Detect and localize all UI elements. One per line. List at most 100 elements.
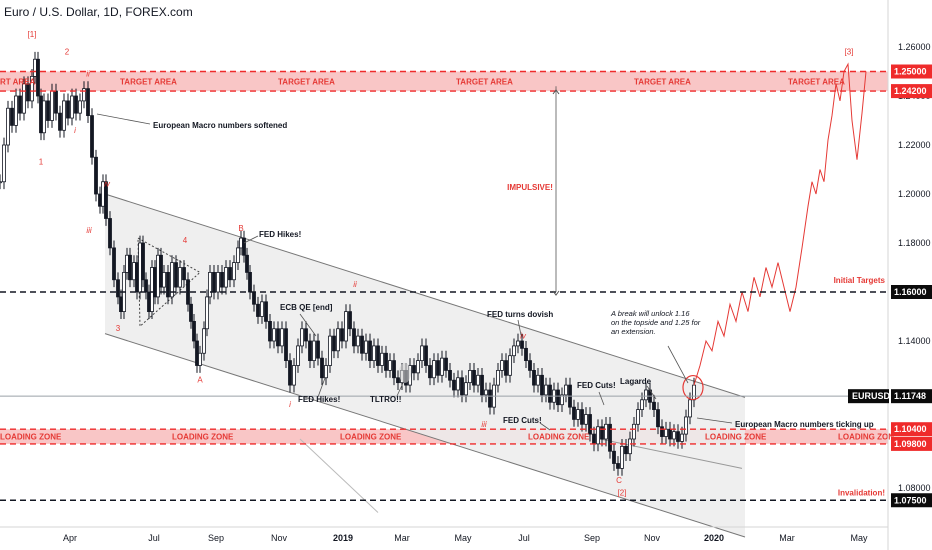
candle-body [616, 463, 620, 469]
candle-body [252, 291, 256, 305]
candle-body [572, 406, 576, 420]
candle-body [182, 267, 186, 281]
candle-body [360, 335, 364, 354]
candle-body [144, 279, 148, 293]
wave-label: 4 [183, 236, 188, 245]
candle-body [380, 352, 384, 366]
candle-body [516, 340, 520, 347]
candle-body [632, 423, 636, 440]
x-tick-label: Sep [584, 533, 600, 543]
candle-body [224, 267, 228, 288]
invalidation-label: Invalidation! [838, 488, 885, 497]
candle-body [54, 90, 58, 114]
candle-body [460, 377, 464, 396]
candle-body [220, 271, 224, 288]
candle-body [316, 340, 320, 359]
wave-label: iv [520, 332, 527, 341]
candle-body [352, 328, 356, 347]
candle-body [284, 328, 288, 362]
x-tick-label: May [850, 533, 868, 543]
wave-label: [1] [28, 30, 37, 39]
candle-body [560, 394, 564, 406]
annotation-arrow [396, 382, 404, 397]
candle-body [556, 389, 560, 406]
impulsive-arrow-head [552, 89, 560, 95]
candle-body [564, 384, 568, 396]
impulsive-arrow-tail [552, 290, 560, 296]
annotation-text: FED Cuts! [577, 381, 616, 390]
candle-body [82, 88, 86, 102]
initial-targets-label: Initial Targets [834, 276, 886, 285]
wave-label: iv [104, 180, 111, 189]
candle-body [308, 340, 312, 362]
candle-body [520, 340, 524, 349]
candle-body [78, 100, 82, 114]
candle-body [676, 431, 680, 442]
candle-body [656, 409, 660, 428]
x-tick-label: Apr [63, 533, 77, 543]
candle-body [392, 360, 396, 379]
candle-body [388, 360, 392, 371]
candle-body [232, 262, 236, 281]
note-arrow [667, 345, 689, 384]
y-tick-label: 1.20000 [898, 189, 931, 199]
candle-body [472, 369, 476, 386]
target-area-label: TARGET AREA [456, 77, 513, 86]
candle-body [0, 181, 2, 184]
candle-body [170, 262, 174, 298]
candle-body [340, 328, 344, 342]
x-tick-label: Sep [208, 533, 224, 543]
candle-body [147, 291, 151, 313]
candle-body [436, 360, 440, 376]
candle-body [195, 340, 199, 366]
candle-body [420, 345, 424, 361]
candle-body [328, 335, 332, 366]
candle-body [664, 428, 668, 437]
candle-body [256, 303, 260, 317]
candle-body [245, 254, 249, 273]
channel-upper-line [104, 193, 746, 398]
price-label-value: 1.10400 [894, 424, 927, 434]
candle-body [440, 357, 444, 376]
annotation-arrow [598, 391, 605, 406]
annotation-arrow [299, 313, 317, 337]
x-tick-label: Jul [148, 533, 160, 543]
candle-body [576, 409, 580, 420]
candle-body [456, 377, 460, 391]
candle-body [33, 58, 37, 77]
wave-label: ii [86, 69, 90, 78]
candle-body [372, 345, 376, 361]
candle-body [532, 369, 536, 386]
tltro-highlight [399, 362, 411, 383]
candle-body [268, 320, 272, 342]
candle-body [604, 423, 608, 440]
projection-line [693, 62, 867, 386]
candle-body [132, 262, 136, 281]
target-area-label: TARGET AREA [120, 77, 177, 86]
candle-body [98, 193, 102, 207]
candle-body [108, 218, 112, 249]
price-label-value: 1.25000 [894, 67, 927, 77]
price-label-box [891, 84, 932, 99]
annotation-text: TLTRO!! [370, 395, 401, 404]
candle-body [512, 345, 516, 357]
candle-body [74, 95, 78, 114]
candle-body [376, 345, 380, 366]
candle-body [242, 237, 246, 256]
candle-body [540, 374, 544, 396]
wave-label: iii [481, 420, 487, 429]
x-tick-label: Nov [271, 533, 288, 543]
candle-body [156, 254, 160, 298]
y-tick-label: 1.08000 [898, 483, 931, 493]
candle-body [660, 426, 664, 437]
candle-body [628, 438, 632, 455]
breakout-circle [682, 374, 704, 401]
candle-body [524, 347, 528, 362]
y-tick-label: 1.26000 [898, 42, 931, 52]
candle-body [189, 303, 193, 322]
wave-label: [3] [845, 47, 854, 56]
candle-body [198, 352, 202, 366]
annotation-text: FED Hikes! [298, 395, 340, 404]
annotation-arrow [243, 235, 259, 244]
